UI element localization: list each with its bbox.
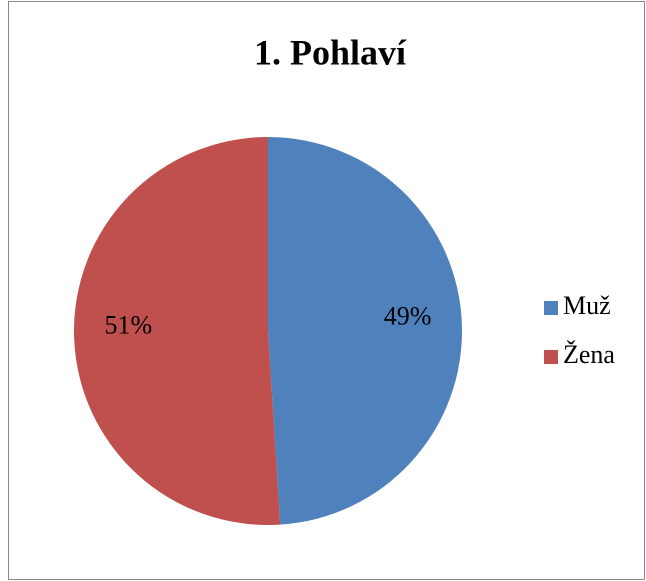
legend-swatch [544,301,558,315]
legend-swatch [544,350,558,364]
data-label: 49% [384,302,432,331]
pie-slice [73,137,281,525]
legend-label: Žena [563,340,615,369]
pie-slice [268,137,462,525]
legend-label: Muž [563,291,611,320]
chart-title: 1. Pohlaví [254,32,407,72]
data-label: 51% [105,310,153,339]
